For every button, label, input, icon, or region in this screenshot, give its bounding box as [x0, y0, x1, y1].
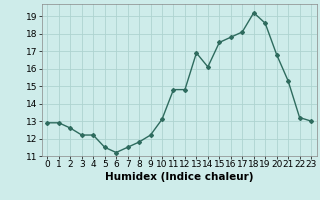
X-axis label: Humidex (Indice chaleur): Humidex (Indice chaleur): [105, 172, 253, 182]
